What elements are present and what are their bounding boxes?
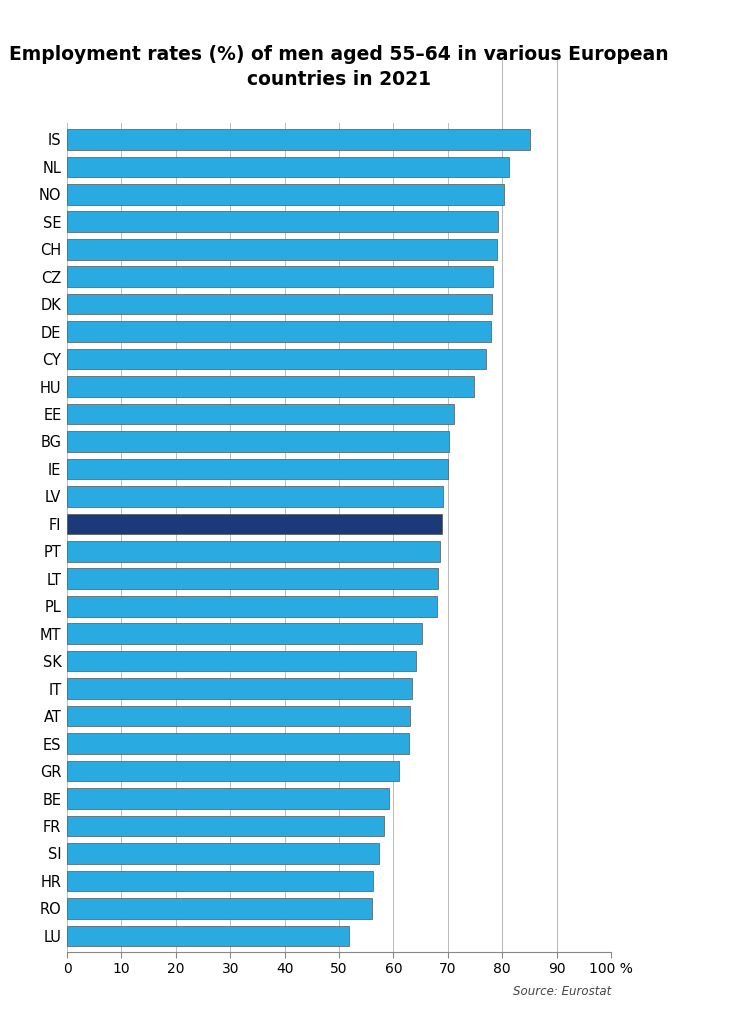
Bar [67, 157, 509, 177]
Bar [67, 129, 530, 150]
Bar [67, 322, 491, 342]
Bar [67, 184, 504, 205]
Bar [67, 843, 378, 864]
Bar [67, 349, 486, 370]
Bar [67, 870, 373, 891]
Bar [67, 431, 449, 452]
Bar [67, 459, 448, 479]
Bar [67, 678, 412, 699]
Bar [67, 239, 497, 259]
Bar [67, 514, 443, 535]
Bar [67, 568, 439, 589]
Bar [67, 403, 454, 424]
Bar [67, 761, 399, 781]
Bar [67, 266, 493, 287]
Bar [67, 294, 492, 314]
Bar [67, 541, 440, 561]
Bar [67, 211, 498, 232]
Bar [67, 486, 443, 507]
Bar [67, 926, 349, 946]
Bar [67, 651, 416, 672]
Bar [67, 733, 409, 754]
Bar [67, 376, 474, 397]
Bar [67, 706, 410, 726]
Bar [67, 596, 437, 616]
Bar [67, 788, 389, 809]
Text: Source: Eurostat: Source: Eurostat [513, 985, 611, 998]
Bar [67, 898, 372, 919]
Bar [67, 816, 384, 837]
Bar [67, 624, 422, 644]
Text: Employment rates (%) of men aged 55–64 in various European
countries in 2021: Employment rates (%) of men aged 55–64 i… [9, 45, 669, 88]
